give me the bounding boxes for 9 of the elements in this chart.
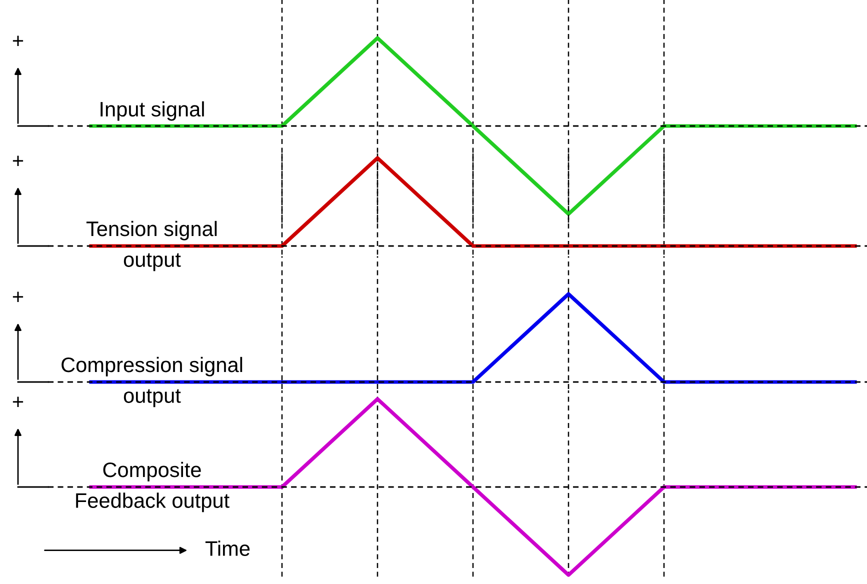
series-label: Compression signal output [62, 356, 242, 408]
text: + [12, 36, 24, 46]
series-label: Composite Feedback output [76, 462, 230, 512]
text: + [12, 292, 24, 302]
series-label: Input signal [100, 101, 204, 121]
text: + [12, 396, 24, 407]
x-axis-title: Time [205, 540, 250, 556]
text: + [12, 156, 24, 166]
series-label: Tension signal output [86, 220, 217, 272]
